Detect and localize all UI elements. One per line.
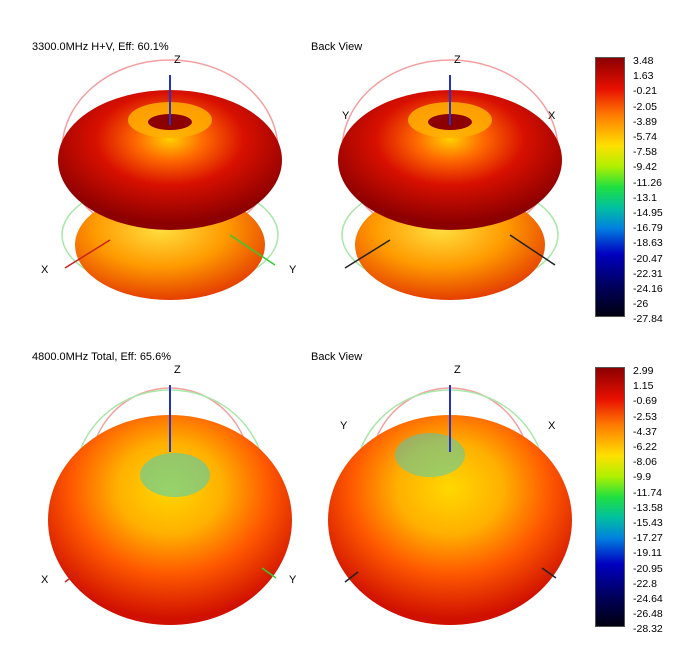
scale-label: -17.27 [633,532,663,545]
scale-label: -3.89 [633,115,657,128]
scale-label: -28.32 [633,623,663,636]
scale-label: 1.63 [633,70,654,83]
scale-label: -18.63 [633,237,663,250]
scale-label: -13.1 [633,191,657,204]
scale-label: -6.22 [633,441,657,453]
scale-label: -20.47 [633,252,663,265]
x-axis-line [64,239,111,269]
z-axis-label: Z [454,364,461,376]
scale-label: 1.15 [633,380,654,393]
scale-label: -5.74 [633,131,657,143]
scale-label: -27.84 [633,313,663,326]
color-scale-bar-1 [595,57,625,317]
scale-label: -2.05 [633,100,657,113]
x-axis-label: X [41,574,49,586]
scale-label: -2.53 [633,410,657,423]
plot-2-back-view-title: Back View [311,351,363,363]
scale-label: -4.37 [633,425,657,438]
x-axis-label: X [41,264,49,276]
scale-label: -24.16 [633,283,663,295]
scale-label: -24.64 [633,593,663,605]
scale-label: -9.9 [633,471,652,484]
z-axis-label: Z [174,54,181,66]
plot-1-back-view: Z Y X [310,50,590,310]
y-axis-label: Y [289,264,297,276]
scale-label: -16.79 [633,222,663,235]
scale-label: 2.99 [633,365,654,377]
scale-label: -22.31 [633,267,663,280]
scale-label: -0.21 [633,85,657,98]
scale-label: -22.8 [633,577,657,590]
scale-label: -15.43 [633,517,663,529]
scale-label: 3.48 [633,55,654,67]
z-axis-label: Z [454,54,461,66]
plot-1-title: 3300.0MHz H+V, Eff: 60.1% [32,41,169,53]
y-axis-line [229,234,276,266]
scale-label: -9.42 [633,161,657,174]
scale-label: -20.95 [633,562,663,575]
z-axis-label: Z [174,364,181,376]
y-axis-label: Y [289,574,297,586]
scale-label: -13.58 [633,501,663,514]
plot-2-back-view: Z Y X [310,360,590,630]
scale-label: -14.95 [633,207,663,219]
color-scale-bar-2 [595,367,625,627]
scale-label: -7.58 [633,146,657,159]
plot-1-front-view: Z X Y [30,50,310,310]
scale-label: -26 [633,298,649,311]
x-axis-label: X [548,420,556,432]
scale-label: -8.06 [633,456,657,469]
plot-2-front-view: Z X Y [30,360,310,630]
scale-label: -0.69 [633,395,657,408]
y-axis-label: Y [342,110,350,122]
plot-2-title: 4800.0MHz Total, Eff: 65.6% [32,351,172,363]
scale-label: -11.26 [633,176,662,189]
scale-label: -19.11 [633,547,662,560]
x-axis-label: X [548,110,556,122]
scale-label: -11.74 [633,486,662,499]
y-axis-label: Y [340,420,348,432]
plot-1-back-view-title: Back View [311,41,363,53]
scale-label: -26.48 [633,608,663,621]
